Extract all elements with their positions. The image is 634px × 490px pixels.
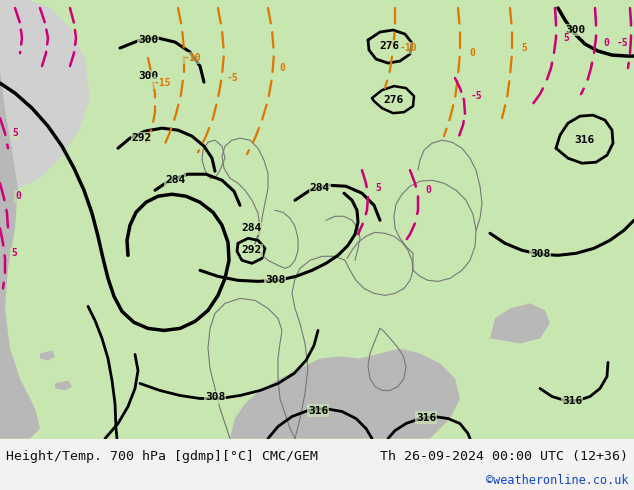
Text: 300: 300	[138, 71, 158, 81]
Text: -5: -5	[226, 73, 238, 83]
Text: 308: 308	[205, 392, 225, 402]
Text: 300: 300	[138, 35, 158, 45]
Text: 308: 308	[265, 275, 285, 285]
Polygon shape	[490, 303, 550, 343]
Polygon shape	[0, 0, 90, 188]
Text: 0: 0	[603, 38, 609, 48]
Text: 292: 292	[132, 133, 152, 143]
Text: 0: 0	[469, 48, 475, 58]
Polygon shape	[55, 380, 72, 391]
Text: 284: 284	[165, 175, 185, 185]
Text: 0: 0	[425, 185, 431, 195]
Text: 316: 316	[562, 395, 582, 406]
Polygon shape	[230, 348, 460, 439]
Polygon shape	[40, 350, 55, 361]
Text: 316: 316	[574, 135, 594, 145]
Text: ©weatheronline.co.uk: ©weatheronline.co.uk	[486, 474, 628, 487]
Text: -10: -10	[399, 43, 417, 53]
Text: 276: 276	[380, 41, 400, 51]
Text: 316: 316	[416, 413, 436, 422]
Polygon shape	[0, 0, 40, 439]
Text: 276: 276	[383, 95, 403, 105]
Text: 316: 316	[308, 406, 328, 416]
Text: -5: -5	[616, 38, 628, 48]
Text: 5: 5	[11, 248, 17, 258]
Text: 292: 292	[242, 245, 262, 255]
Text: Th 26-09-2024 00:00 UTC (12+36): Th 26-09-2024 00:00 UTC (12+36)	[380, 450, 628, 463]
Polygon shape	[0, 0, 634, 439]
Text: 5: 5	[12, 128, 18, 138]
Text: Height/Temp. 700 hPa [gdmp][°C] CMC/GEM: Height/Temp. 700 hPa [gdmp][°C] CMC/GEM	[6, 450, 318, 463]
Text: 5: 5	[375, 183, 381, 193]
Text: 0: 0	[279, 63, 285, 73]
Text: 284: 284	[310, 183, 330, 193]
Text: -5: -5	[470, 91, 482, 101]
Text: 300: 300	[565, 25, 585, 35]
Text: 308: 308	[530, 249, 550, 259]
Text: 5: 5	[563, 33, 569, 43]
Text: -15: -15	[153, 78, 171, 88]
Text: 5: 5	[521, 43, 527, 53]
Text: -10: -10	[183, 53, 201, 63]
Text: 0: 0	[15, 191, 21, 201]
Text: 284: 284	[242, 223, 262, 233]
